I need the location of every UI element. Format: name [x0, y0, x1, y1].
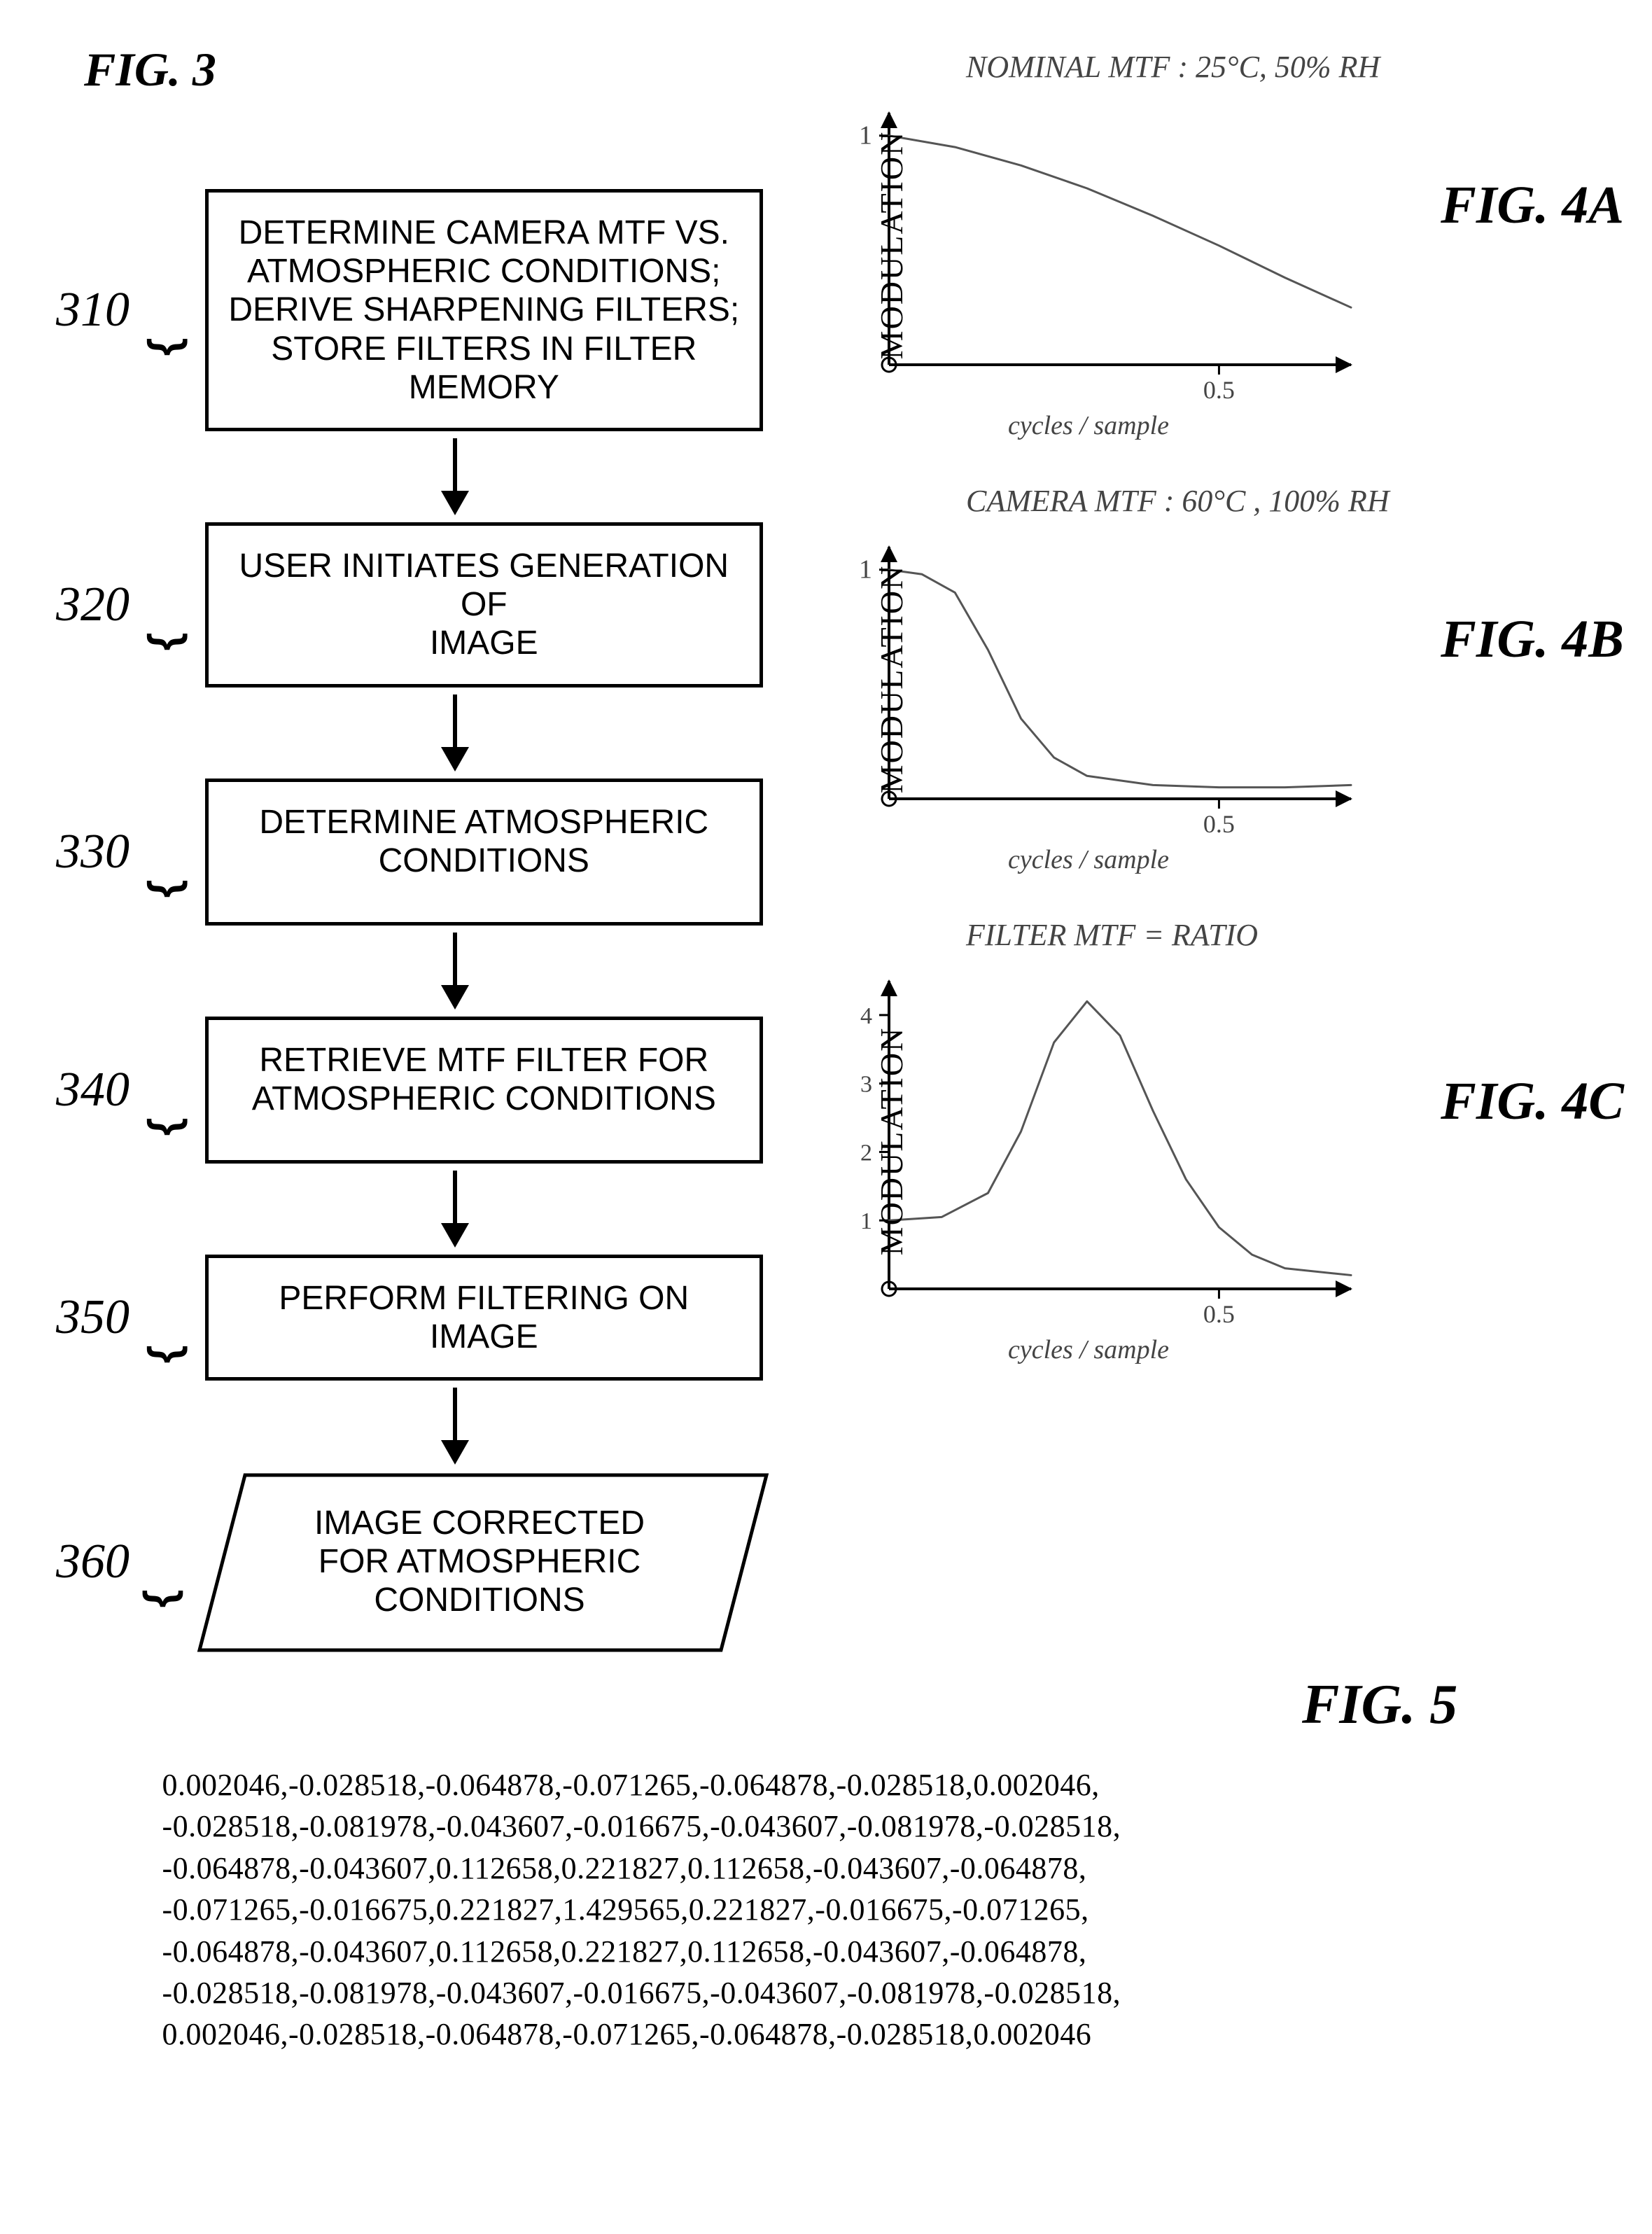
chart-4a-title: NOMINAL MTF : 25°C, 50% RH — [966, 49, 1596, 85]
matrix-row: 0.002046,-0.028518,-0.064878,-0.071265,-… — [154, 1764, 1121, 1806]
matrix-row: -0.028518,-0.081978,-0.043607,-0.016675,… — [154, 1972, 1121, 2013]
step-box-310: DETERMINE CAMERA MTF VS.ATMOSPHERIC COND… — [205, 189, 763, 431]
step-box-320: USER INITIATES GENERATION OFIMAGE — [205, 522, 763, 687]
svg-text:1: 1 — [859, 555, 872, 585]
svg-text:3: 3 — [860, 1072, 872, 1098]
brace-icon: ⏟ — [136, 1541, 189, 1583]
svg-text:4: 4 — [860, 1003, 872, 1029]
step-box-330: DETERMINE ATMOSPHERICCONDITIONS — [205, 779, 763, 926]
down-arrow-icon — [434, 933, 476, 1010]
step-ref-360: 360 — [56, 1534, 130, 1590]
figure-3-label: FIG. 3 — [84, 42, 216, 97]
figure-4a-label: FIG. 4A — [1441, 175, 1624, 236]
chart-4b-ylabel: MODULATION — [873, 565, 910, 794]
svg-text:1: 1 — [859, 121, 872, 151]
down-arrow-icon — [434, 694, 476, 772]
figure-4-panel: NOMINAL MTF : 25°C, 50% RH MODULATION 1 0… — [826, 49, 1596, 1393]
step-box-340: RETRIEVE MTF FILTER FORATMOSPHERIC CONDI… — [205, 1017, 763, 1164]
figure-5-matrix: 0.002046,-0.028518,-0.064878,-0.071265,-… — [154, 1764, 1121, 2055]
chart-4c-title: FILTER MTF = RATIO — [966, 917, 1596, 953]
matrix-row: -0.028518,-0.081978,-0.043607,-0.016675,… — [154, 1806, 1121, 1847]
down-arrow-icon — [434, 438, 476, 515]
step-ref-320: 320 — [56, 577, 130, 633]
svg-text:0.5: 0.5 — [1203, 810, 1235, 838]
chart-4c-ylabel: MODULATION — [873, 1027, 910, 1256]
matrix-row: -0.071265,-0.016675,0.221827,1.429565,0.… — [154, 1889, 1121, 1930]
down-arrow-icon — [434, 1171, 476, 1248]
chart-4c: FILTER MTF = RATIO MODULATION 12340.5 FI… — [826, 917, 1596, 1365]
figure-4c-label: FIG. 4C — [1441, 1071, 1624, 1132]
matrix-row: 0.002046,-0.028518,-0.064878,-0.071265,-… — [154, 2013, 1121, 2055]
step-ref-350: 350 — [56, 1290, 130, 1346]
chart-4a-ylabel: MODULATION — [873, 131, 910, 360]
brace-icon: ⏟ — [136, 584, 198, 626]
brace-icon: ⏟ — [136, 831, 198, 873]
chart-4a: NOMINAL MTF : 25°C, 50% RH MODULATION 1 0… — [826, 49, 1596, 441]
down-arrow-icon — [434, 1388, 476, 1465]
step-ref-310: 310 — [56, 282, 130, 338]
step-ref-330: 330 — [56, 824, 130, 880]
figure-3-flowchart: 310⏟DETERMINE CAMERA MTF VS.ATMOSPHERIC … — [56, 189, 763, 1652]
brace-icon: ⏟ — [136, 1069, 198, 1111]
chart-4c-xlabel: cycles / sample — [1008, 1334, 1596, 1365]
figure-5-label: FIG. 5 — [1302, 1673, 1457, 1737]
figure-4b-label: FIG. 4B — [1441, 609, 1624, 670]
output-parallelogram: IMAGE CORRECTEDFOR ATMOSPHERICCONDITIONS — [196, 1472, 763, 1652]
matrix-row: -0.064878,-0.043607,0.112658,0.221827,0.… — [154, 1848, 1121, 1889]
svg-text:1: 1 — [860, 1208, 872, 1234]
svg-text:0.5: 0.5 — [1203, 376, 1235, 404]
svg-text:0.5: 0.5 — [1203, 1300, 1235, 1328]
step-box-350: PERFORM FILTERING ON IMAGE — [205, 1255, 763, 1381]
chart-4a-xlabel: cycles / sample — [1008, 410, 1596, 441]
svg-text:2: 2 — [860, 1140, 872, 1166]
step-ref-340: 340 — [56, 1062, 130, 1118]
brace-icon: ⏟ — [136, 1297, 198, 1339]
chart-4b-title: CAMERA MTF : 60°C , 100% RH — [966, 483, 1596, 519]
chart-4b: CAMERA MTF : 60°C , 100% RH MODULATION 1… — [826, 483, 1596, 875]
matrix-row: -0.064878,-0.043607,0.112658,0.221827,0.… — [154, 1931, 1121, 1972]
brace-icon: ⏟ — [136, 289, 198, 331]
chart-4b-xlabel: cycles / sample — [1008, 844, 1596, 875]
